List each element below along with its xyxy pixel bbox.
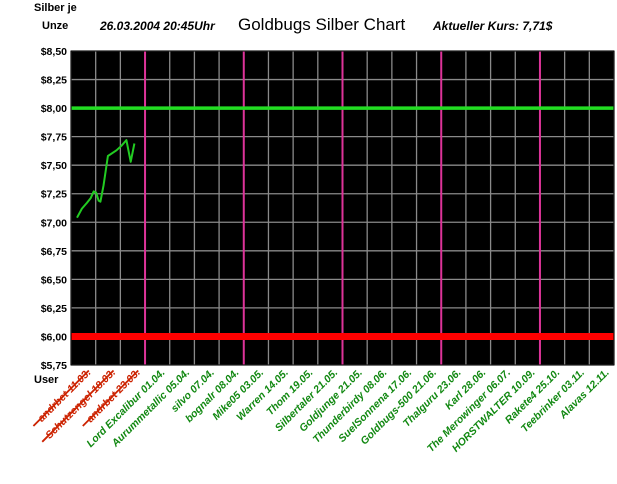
plot-layer: [70, 50, 615, 366]
y-tick-label: $8,25: [41, 75, 67, 87]
y-tick-label: $8,50: [41, 46, 67, 58]
y-tick-label: $7,25: [41, 189, 67, 201]
timestamp: 26.03.2004 20:45Uhr: [100, 19, 215, 33]
strikethrough-line: [41, 369, 115, 443]
strikethrough-line: [32, 369, 90, 427]
y-tick-label: $6,00: [41, 331, 67, 343]
chart-title: Goldbugs Silber Chart: [238, 15, 406, 34]
price-series-line: [76, 139, 136, 219]
x-axis-label: User: [34, 374, 59, 386]
y-tick-label: $5,75: [41, 360, 67, 372]
y-tick-label: $6,25: [41, 303, 67, 315]
y-axis-unit-label-line2: Unze: [42, 20, 69, 32]
strikethrough-line: [82, 369, 139, 427]
y-tick-label: $6,75: [41, 246, 67, 258]
y-tick-label: $7,00: [41, 217, 67, 229]
y-tick-label: $6,50: [41, 274, 67, 286]
y-tick-label: $7,75: [41, 132, 67, 144]
plot-border: [70, 50, 615, 366]
current-price: Aktueller Kurs: 7,71$: [433, 19, 553, 33]
y-tick-label: $7,50: [41, 160, 67, 172]
y-axis-unit-label-line1: Silber je: [34, 2, 77, 14]
y-tick-label: $8,00: [41, 103, 67, 115]
